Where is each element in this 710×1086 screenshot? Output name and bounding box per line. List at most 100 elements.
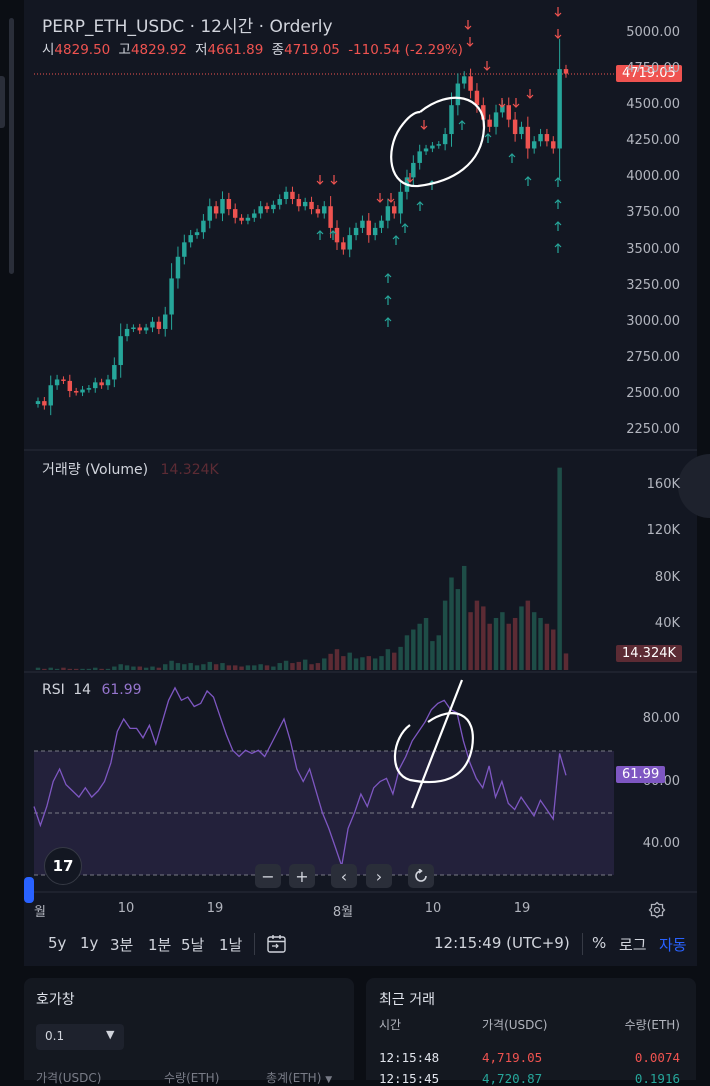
zoom-out-button[interactable]: − xyxy=(255,864,281,888)
trade-row-price: 4,719.05 xyxy=(482,1050,543,1065)
candle-body xyxy=(105,379,111,386)
tradingview-logo[interactable]: 17 xyxy=(44,847,82,885)
candle-body xyxy=(392,206,397,214)
handdrawn-slash xyxy=(410,679,464,809)
candle-body xyxy=(93,382,98,389)
sell-signal-arrow xyxy=(464,20,472,30)
candle-body xyxy=(277,199,282,205)
volume-bar xyxy=(392,652,397,670)
ob-col-total[interactable]: 총계(ETH) ▼ xyxy=(266,1069,332,1086)
candle-body xyxy=(143,327,149,331)
rsi-line xyxy=(33,686,567,867)
log-toggle[interactable]: 로그 xyxy=(619,936,647,954)
candle-body xyxy=(258,206,263,214)
volume-bar xyxy=(258,664,263,670)
volume-value: 14.324K xyxy=(160,462,219,478)
candle-body xyxy=(436,144,441,146)
candle-body xyxy=(264,206,270,210)
volume-bar xyxy=(54,668,60,670)
left-scrollbar[interactable] xyxy=(9,18,14,274)
ohlc-row: 시4829.50 고4829.92 저4661.89 종4719.05 -110… xyxy=(42,38,463,58)
candle-body xyxy=(353,227,359,236)
volume-bar xyxy=(366,656,372,670)
volume-bar xyxy=(525,600,531,670)
volume-bar xyxy=(118,664,123,670)
orderbook-title: 호가창 xyxy=(36,992,75,1008)
volume-bar xyxy=(519,606,524,670)
volume-axis-tick: 80K xyxy=(654,569,680,585)
volume-bar xyxy=(131,666,136,670)
candle-body xyxy=(360,220,365,228)
timeframe-3min[interactable]: 3분 xyxy=(110,936,134,954)
price-axis-tick: 3500.00 xyxy=(626,241,680,257)
candle-body xyxy=(538,134,543,142)
chart-panel[interactable] xyxy=(24,0,697,966)
buy-signal-arrow xyxy=(524,176,532,186)
volume-bar xyxy=(436,635,441,670)
volume-bar xyxy=(557,467,562,670)
volume-bar xyxy=(302,659,308,670)
buy-signal-arrow xyxy=(508,153,516,163)
timeframe-5day[interactable]: 5날 xyxy=(181,936,205,954)
volume-bar xyxy=(93,667,98,670)
scroll-left-button[interactable]: ‹ xyxy=(331,864,357,888)
scroll-right-button[interactable]: › xyxy=(366,864,392,888)
volume-bar xyxy=(213,664,219,670)
percent-toggle[interactable]: % xyxy=(592,934,607,952)
chart-canvas[interactable] xyxy=(0,0,710,966)
candle-body xyxy=(232,209,238,218)
volume-bar xyxy=(398,646,403,670)
sell-signal-arrow xyxy=(498,98,506,108)
auto-toggle[interactable]: 자동 xyxy=(659,936,687,954)
volume-bar xyxy=(124,665,130,670)
candle-body xyxy=(207,206,212,221)
volume-bar xyxy=(315,663,321,670)
candle-body xyxy=(175,256,181,279)
candle-body xyxy=(417,151,422,163)
volume-bar xyxy=(411,629,416,670)
rsi-pill: 61.99 xyxy=(616,766,666,783)
zoom-in-button[interactable]: + xyxy=(289,864,315,888)
candle-body xyxy=(61,379,66,381)
rsi-axis-40: 40.00 xyxy=(642,836,680,851)
candle-body xyxy=(150,321,155,328)
reset-chart-button[interactable] xyxy=(408,864,434,888)
volume-bar xyxy=(481,606,486,670)
candle-body xyxy=(290,191,295,200)
trades-title: 최근 거래 xyxy=(379,992,435,1008)
clock[interactable]: 12:15:49 (UTC+9) xyxy=(434,934,570,952)
buy-signal-arrow xyxy=(416,201,424,211)
handdrawn-circle xyxy=(390,96,486,188)
time-scroll-handle[interactable] xyxy=(24,877,34,903)
volume-bar xyxy=(296,661,302,670)
rsi-axis-80: 80.00 xyxy=(642,711,680,726)
candle-body xyxy=(544,134,550,142)
left-edge-tab[interactable] xyxy=(0,76,5,128)
candle-body xyxy=(309,201,314,210)
chevron-down-icon: ▼ xyxy=(106,1028,115,1041)
date-range-button[interactable] xyxy=(266,933,288,955)
candle-body xyxy=(80,389,85,393)
volume-bar xyxy=(156,667,162,670)
candle-body xyxy=(366,220,372,236)
timeframe-5y[interactable]: 5y xyxy=(48,934,67,952)
trade-row-qty: 0.0074 xyxy=(634,1050,680,1065)
timeframe-1day[interactable]: 1날 xyxy=(219,936,243,954)
ob-col-qty: 수량(ETH) xyxy=(164,1071,220,1085)
gear-icon xyxy=(648,901,666,919)
timeframe-1y[interactable]: 1y xyxy=(80,934,99,952)
chart-settings-button[interactable] xyxy=(648,901,666,919)
calendar-icon xyxy=(267,935,286,953)
volume-bar xyxy=(99,668,104,670)
volume-bar xyxy=(468,612,473,670)
chevron-down-icon: ▼ xyxy=(325,1075,333,1085)
volume-bar xyxy=(73,668,79,670)
precision-select[interactable]: 0.1 ▼ xyxy=(36,1024,124,1050)
timeframe-1min[interactable]: 1분 xyxy=(148,936,172,954)
close-label: 종 xyxy=(271,42,285,58)
trade-row-price: 4,720.87 xyxy=(482,1071,543,1086)
buy-signal-arrow xyxy=(392,235,400,245)
candle-body xyxy=(124,328,130,337)
buy-signal-arrow xyxy=(554,243,562,253)
high-label: 고 xyxy=(118,42,131,58)
